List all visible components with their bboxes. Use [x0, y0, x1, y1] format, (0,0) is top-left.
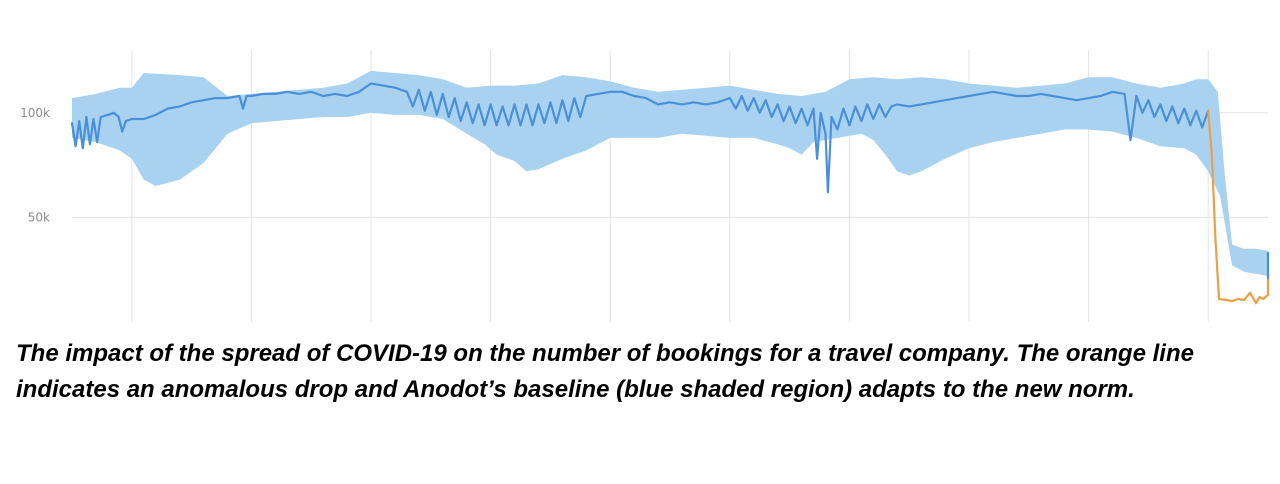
figure-caption: The impact of the spread of COVID-19 on …: [16, 340, 1194, 403]
baseline-band: [72, 70, 1268, 277]
actual-bookings-line: [70, 82, 1210, 194]
y-tick-label-50k: 50k: [28, 210, 50, 224]
bookings-chart: 100k 50k: [20, 50, 1270, 322]
baseline-layer: [72, 70, 1268, 277]
y-tick-label-100k: 100k: [20, 106, 50, 120]
anomaly-line: [1207, 109, 1270, 305]
chart-svg: 100k 50k: [20, 50, 1270, 322]
line-layer: [70, 82, 1270, 305]
tick-label-layer: 100k 50k: [20, 106, 50, 225]
